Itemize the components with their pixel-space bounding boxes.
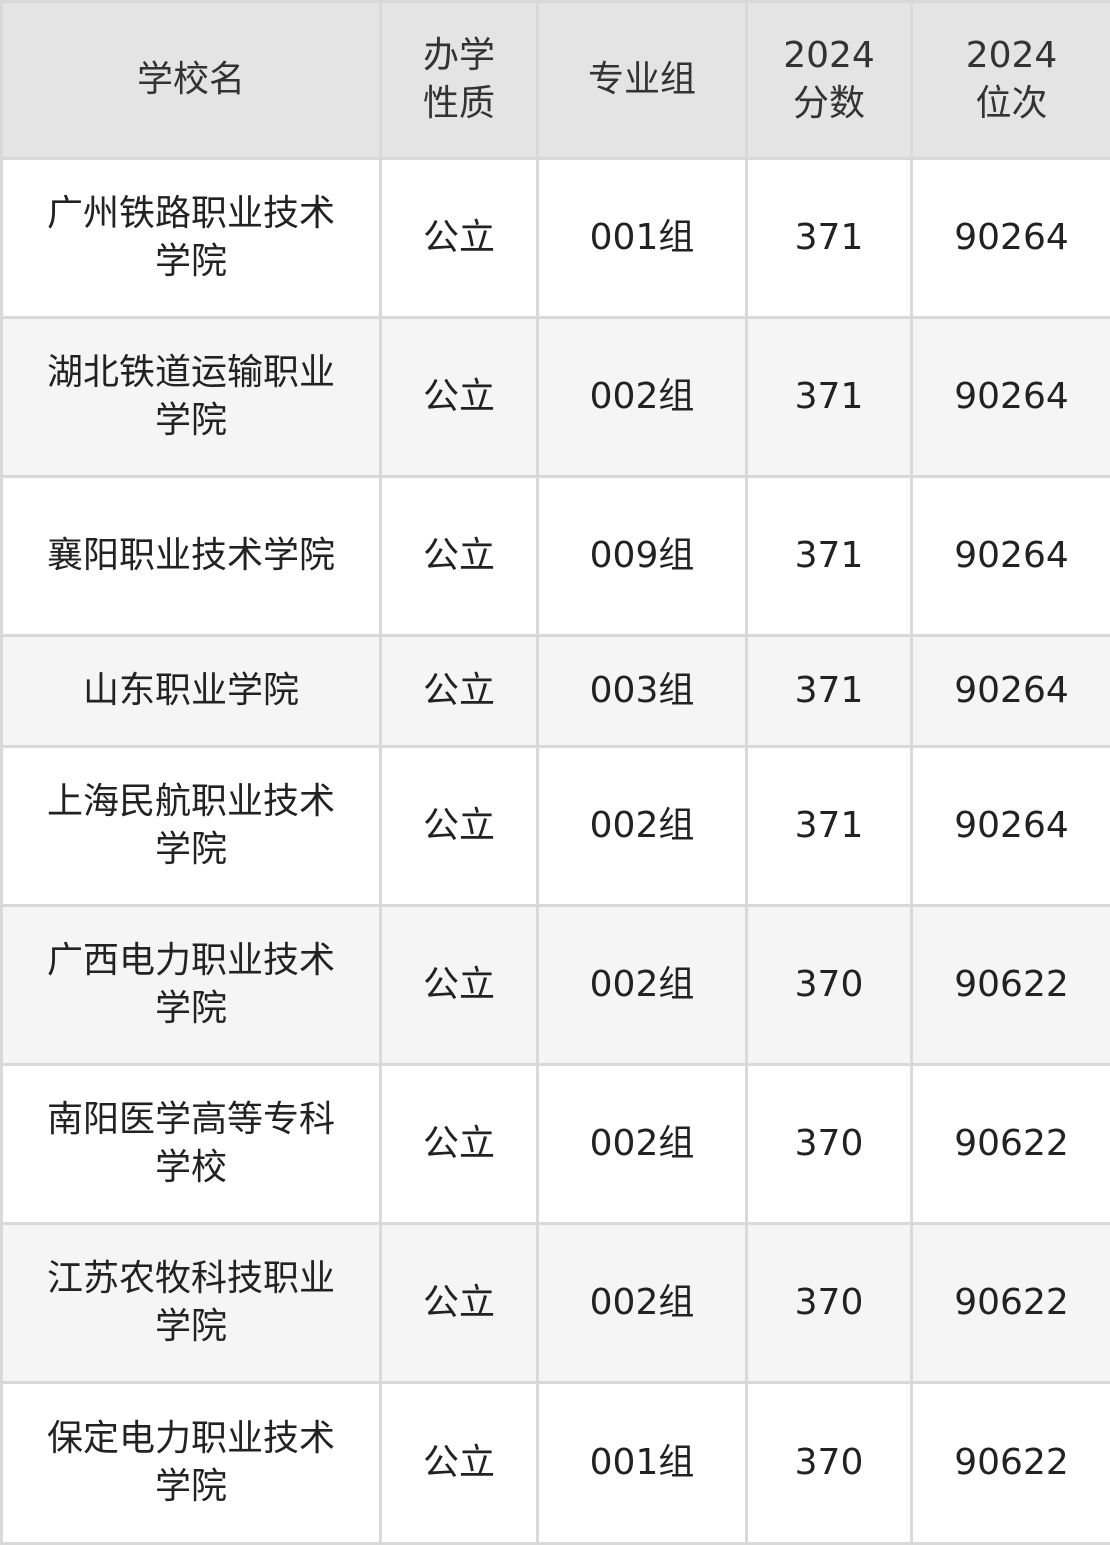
cell-type: 公立 xyxy=(379,634,539,748)
table-row: 南阳医学高等专科学校 公立 002组 370 90622 xyxy=(0,1063,1110,1225)
cell-school: 山东职业学院 xyxy=(0,634,382,748)
cell-score: 371 xyxy=(745,157,913,319)
header-score-line1: 2024 xyxy=(783,35,875,76)
cell-rank: 90264 xyxy=(910,634,1110,748)
cell-type: 公立 xyxy=(379,745,539,907)
cell-type: 公立 xyxy=(379,1222,539,1384)
cell-school: 江苏农牧科技职业学院 xyxy=(0,1222,382,1384)
cell-school: 南阳医学高等专科学校 xyxy=(0,1063,382,1225)
cell-school: 广州铁路职业技术学院 xyxy=(0,157,382,319)
cell-rank: 90622 xyxy=(910,1381,1110,1545)
cell-rank: 90264 xyxy=(910,316,1110,478)
cell-type: 公立 xyxy=(379,1381,539,1545)
cell-type: 公立 xyxy=(379,316,539,478)
cell-score: 370 xyxy=(745,1381,913,1545)
cell-type: 公立 xyxy=(379,1063,539,1225)
cell-rank: 90622 xyxy=(910,904,1110,1066)
cell-rank: 90622 xyxy=(910,1063,1110,1225)
table-row: 保定电力职业技术学院 公立 001组 370 90622 xyxy=(0,1381,1110,1545)
cell-group: 002组 xyxy=(536,1222,748,1384)
cell-group: 003组 xyxy=(536,634,748,748)
table-row: 襄阳职业技术学院 公立 009组 371 90264 xyxy=(0,475,1110,637)
header-type: 办学 性质 xyxy=(379,0,539,160)
cell-group: 001组 xyxy=(536,157,748,319)
table-row: 湖北铁道运输职业学院 公立 002组 371 90264 xyxy=(0,316,1110,478)
header-rank-line2: 位次 xyxy=(975,83,1048,124)
header-score: 2024 分数 xyxy=(745,0,913,160)
cell-score: 371 xyxy=(745,745,913,907)
cell-school: 上海民航职业技术学院 xyxy=(0,745,382,907)
header-score-line2: 分数 xyxy=(792,83,865,124)
cell-school: 襄阳职业技术学院 xyxy=(0,475,382,637)
cell-school: 保定电力职业技术学院 xyxy=(0,1381,382,1545)
header-school: 学校名 xyxy=(0,0,382,160)
table-row: 江苏农牧科技职业学院 公立 002组 370 90622 xyxy=(0,1222,1110,1384)
cell-type: 公立 xyxy=(379,904,539,1066)
header-group: 专业组 xyxy=(536,0,748,160)
header-row: 学校名 办学性质 专业组 2024 分数 2024 位次 xyxy=(0,0,1110,160)
cell-type: 公立 xyxy=(379,475,539,637)
cell-score: 371 xyxy=(745,475,913,637)
cell-school: 湖北铁道运输职业学院 xyxy=(0,316,382,478)
table-row: 广州铁路职业技术学院 公立 001组 371 90264 xyxy=(0,157,1110,319)
cell-type: 公立 xyxy=(379,157,539,319)
header-rank-line1: 2024 xyxy=(965,35,1058,76)
cell-rank: 90264 xyxy=(910,745,1110,907)
cell-rank: 90264 xyxy=(910,475,1110,637)
cell-score: 370 xyxy=(745,904,913,1066)
cell-group: 001组 xyxy=(536,1381,748,1545)
cell-score: 370 xyxy=(745,1222,913,1384)
table-row: 广西电力职业技术学院 公立 002组 370 90622 xyxy=(0,904,1110,1066)
cell-group: 002组 xyxy=(536,1063,748,1225)
cell-rank: 90622 xyxy=(910,1222,1110,1384)
cell-rank: 90264 xyxy=(910,157,1110,319)
table-row: 上海民航职业技术学院 公立 002组 371 90264 xyxy=(0,745,1110,907)
cell-school: 广西电力职业技术学院 xyxy=(0,904,382,1066)
table-row: 山东职业学院 公立 003组 371 90264 xyxy=(0,634,1110,748)
cell-group: 002组 xyxy=(536,745,748,907)
cell-score: 371 xyxy=(745,634,913,748)
cell-score: 371 xyxy=(745,316,913,478)
cell-score: 370 xyxy=(745,1063,913,1225)
header-type-line2: 性质 xyxy=(422,83,495,124)
cell-group: 002组 xyxy=(536,904,748,1066)
header-type-line1: 办学 xyxy=(422,35,495,76)
cell-group: 009组 xyxy=(536,475,748,637)
cell-group: 002组 xyxy=(536,316,748,478)
header-rank: 2024 位次 xyxy=(910,0,1110,160)
